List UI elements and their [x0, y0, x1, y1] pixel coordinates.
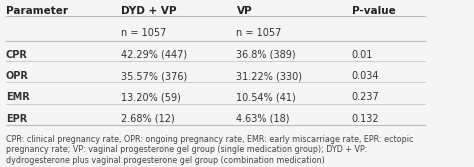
Text: Parameter: Parameter	[6, 6, 68, 16]
Text: 0.01: 0.01	[352, 50, 373, 60]
Text: 4.63% (18): 4.63% (18)	[237, 114, 290, 124]
Text: DYD + VP: DYD + VP	[121, 6, 176, 16]
Text: n = 1057: n = 1057	[237, 28, 282, 38]
Text: 0.237: 0.237	[352, 92, 380, 102]
Text: 35.57% (376): 35.57% (376)	[121, 71, 187, 81]
Text: VP: VP	[237, 6, 252, 16]
Text: 10.54% (41): 10.54% (41)	[237, 92, 296, 102]
Text: CPR: CPR	[6, 50, 27, 60]
Text: 31.22% (330): 31.22% (330)	[237, 71, 302, 81]
Text: EMR: EMR	[6, 92, 29, 102]
Text: n = 1057: n = 1057	[121, 28, 166, 38]
Text: 0.034: 0.034	[352, 71, 379, 81]
Text: 42.29% (447): 42.29% (447)	[121, 50, 187, 60]
Text: OPR: OPR	[6, 71, 28, 81]
Text: 0.132: 0.132	[352, 114, 380, 124]
Text: 36.8% (389): 36.8% (389)	[237, 50, 296, 60]
Text: P-value: P-value	[352, 6, 396, 16]
Text: CPR: clinical pregnancy rate, OPR: ongoing pregnancy rate, EMR: early miscarriag: CPR: clinical pregnancy rate, OPR: ongoi…	[6, 135, 413, 165]
Text: 13.20% (59): 13.20% (59)	[121, 92, 181, 102]
Text: 2.68% (12): 2.68% (12)	[121, 114, 175, 124]
Text: EPR: EPR	[6, 114, 27, 124]
